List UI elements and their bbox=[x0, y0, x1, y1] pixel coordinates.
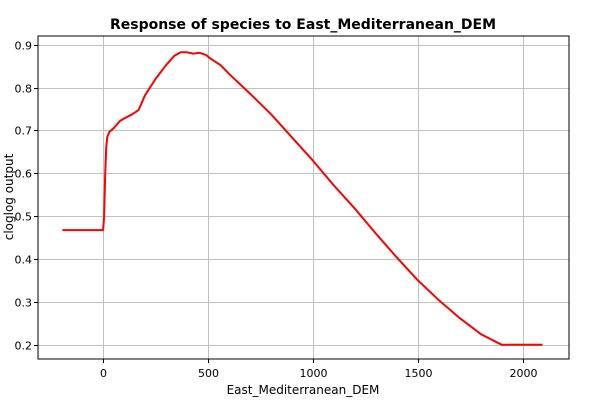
tick-labels: 0 500 1000 1500 2000 0.2 0.3 0.4 0.5 0.6 0.7 0.8 0.9 bbox=[15, 40, 538, 381]
y-tick-label: 0.8 bbox=[15, 83, 33, 96]
y-tick-label: 0.6 bbox=[15, 168, 33, 181]
x-tick-label: 1000 bbox=[300, 367, 328, 380]
y-tick-label: 0.9 bbox=[15, 40, 33, 53]
x-tick-label: 500 bbox=[198, 367, 219, 380]
y-tick-label: 0.5 bbox=[15, 211, 33, 224]
x-axis-label: East_Mediterranean_DEM bbox=[227, 383, 380, 397]
y-axis-label: cloglog output bbox=[2, 153, 16, 240]
x-tick-label: 1500 bbox=[405, 367, 433, 380]
y-tick-label: 0.3 bbox=[15, 297, 33, 310]
grid bbox=[38, 36, 569, 359]
chart-title: Response of species to East_Mediterranea… bbox=[110, 17, 496, 33]
y-tick-label: 0.4 bbox=[15, 254, 33, 267]
plot-frame bbox=[37, 35, 570, 360]
y-tick-label: 0.7 bbox=[15, 125, 33, 138]
x-tick-label: 2000 bbox=[510, 367, 538, 380]
series-line-0 bbox=[62, 51, 543, 346]
x-tick-label: 0 bbox=[100, 367, 107, 380]
series-layer bbox=[62, 51, 543, 346]
y-tick-label: 0.2 bbox=[15, 340, 33, 353]
